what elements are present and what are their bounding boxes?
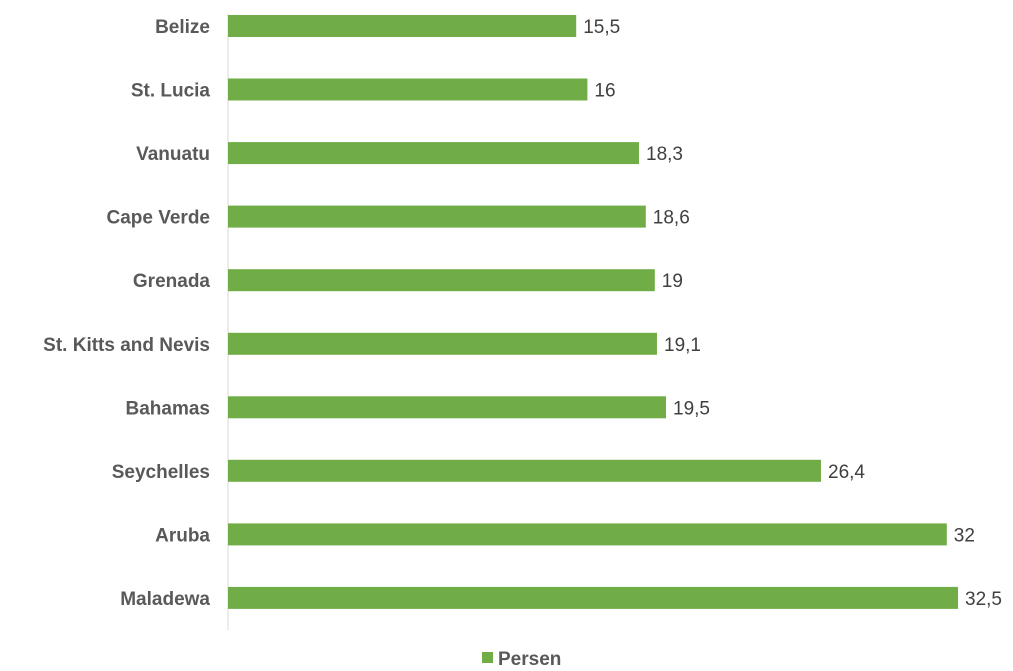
legend-label-persen: Persen	[498, 649, 561, 670]
value-label-seychelles: 26,4	[828, 462, 865, 483]
category-label-bahamas: Bahamas	[126, 398, 211, 419]
bar-bahamas	[228, 396, 666, 419]
legend: Persen	[482, 649, 561, 670]
value-label-belize: 15,5	[583, 17, 620, 38]
bar-st-kitts-and-nevis	[228, 332, 657, 355]
bar-cape-verde	[228, 205, 646, 228]
bar-belize	[228, 15, 577, 37]
category-labels: Belize St. Lucia Vanuatu Cape Verde Grenada S…	[43, 17, 210, 610]
category-label-aruba: Aruba	[155, 525, 210, 546]
bars-layer	[228, 15, 958, 609]
value-label-maladewa: 32,5	[965, 589, 1002, 610]
category-label-seychelles: Seychelles	[112, 462, 210, 483]
category-label-st-lucia: St. Lucia	[131, 81, 211, 102]
category-label-vanuatu: Vanuatu	[136, 144, 210, 165]
category-label-maladewa: Maladewa	[120, 589, 210, 610]
bar-vanuatu	[228, 142, 639, 165]
category-label-st-kitts-and-nevis: St. Kitts and Nevis	[43, 335, 210, 356]
category-label-cape-verde: Cape Verde	[107, 208, 211, 229]
value-label-aruba: 32	[954, 525, 975, 546]
bar-st-lucia	[228, 78, 588, 101]
category-label-belize: Belize	[155, 17, 210, 38]
value-labels: 15,5 16 18,3 18,6 19 19,1 19,5 26,4 32 32,5	[583, 17, 1002, 610]
value-label-grenada: 19	[662, 271, 683, 292]
value-label-cape-verde: 18,6	[653, 208, 690, 229]
bar-seychelles	[228, 459, 821, 482]
bar-aruba	[228, 523, 947, 546]
bar-maladewa	[228, 586, 958, 609]
bar-grenada	[228, 269, 655, 292]
value-label-bahamas: 19,5	[673, 398, 710, 419]
value-label-vanuatu: 18,3	[646, 144, 683, 165]
value-label-st-lucia: 16	[594, 81, 615, 102]
category-label-grenada: Grenada	[133, 271, 211, 292]
value-label-st-kitts-and-nevis: 19,1	[664, 335, 701, 356]
legend-swatch-persen	[482, 652, 493, 663]
